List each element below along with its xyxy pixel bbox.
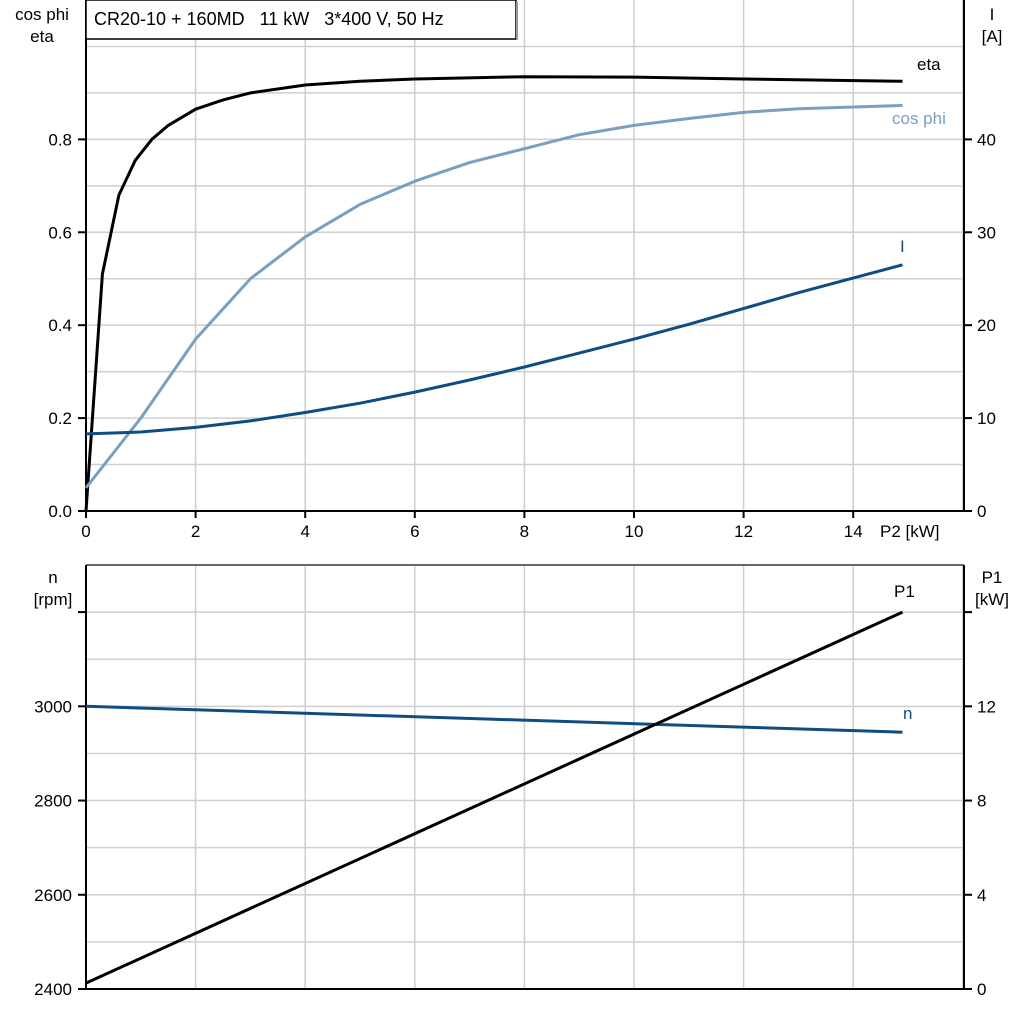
y-left-tick-label: 2800 [34, 792, 72, 811]
y-right-axis-label: [kW] [975, 590, 1009, 609]
y-right-tick-label: 12 [977, 697, 996, 716]
y-right-axis-label: P1 [982, 568, 1003, 587]
y-left-tick-label: 0.8 [48, 130, 72, 149]
y-left-tick-label: 0.4 [48, 316, 72, 335]
y-right-tick-label: 4 [977, 886, 986, 905]
x-tick-label: 2 [191, 522, 200, 541]
y-right-axis-label: I [990, 5, 995, 24]
series-label-I: I [900, 237, 905, 256]
series-label-cos-phi: cos phi [892, 109, 946, 128]
y-right-axis-label: [A] [982, 27, 1003, 46]
y-left-axis-label: [rpm] [34, 590, 73, 609]
y-right-tick-label: 40 [977, 130, 996, 149]
y-right-tick-label: 0 [977, 502, 986, 521]
chart-title: CR20-10 + 160MD 11 kW 3*400 V, 50 Hz [94, 9, 444, 29]
x-tick-label: 14 [844, 522, 863, 541]
series-line-eta [84, 75, 903, 512]
y-left-axis-label: n [48, 568, 57, 587]
y-left-tick-label: 0.2 [48, 409, 72, 428]
x-tick-label: 12 [734, 522, 753, 541]
y-left-axis-label: eta [30, 27, 54, 46]
series-label-P1: P1 [894, 582, 915, 601]
x-tick-label: 0 [81, 522, 90, 541]
y-left-tick-label: 0.6 [48, 223, 72, 242]
y-right-tick-label: 8 [977, 792, 986, 811]
y-left-axis-label: cos phi [15, 5, 69, 24]
y-right-tick-label: 10 [977, 409, 996, 428]
y-right-tick-label: 30 [977, 223, 996, 242]
y-right-tick-label: 0 [977, 980, 986, 999]
y-left-tick-label: 2400 [34, 980, 72, 999]
series-label-eta: eta [917, 55, 941, 74]
x-tick-label: 8 [520, 522, 529, 541]
series-label-n: n [903, 704, 912, 723]
x-tick-label: 6 [410, 522, 419, 541]
series-line-I [85, 263, 903, 436]
series-line-cos-phi [84, 104, 903, 489]
series-line-n [85, 704, 903, 734]
y-left-tick-label: 0.0 [48, 502, 72, 521]
series-line-P1 [85, 610, 904, 985]
y-left-tick-label: 2600 [34, 886, 72, 905]
x-tick-label: 10 [625, 522, 644, 541]
x-axis-label: P2 [kW] [880, 522, 940, 541]
y-left-tick-label: 3000 [34, 697, 72, 716]
title-box: CR20-10 + 160MD 11 kW 3*400 V, 50 Hz [85, 0, 518, 40]
x-tick-label: 4 [300, 522, 309, 541]
y-right-tick-label: 20 [977, 316, 996, 335]
